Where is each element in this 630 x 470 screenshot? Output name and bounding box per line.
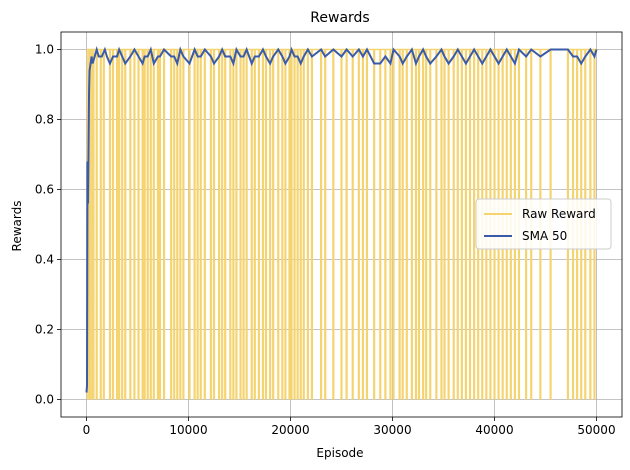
legend: Raw Reward SMA 50 bbox=[475, 198, 612, 250]
x-tick-label: 50000 bbox=[577, 423, 615, 437]
y-tick-label: 0.2 bbox=[35, 323, 54, 337]
x-tick-label: 40000 bbox=[475, 423, 513, 437]
y-axis-label: Rewards bbox=[10, 201, 24, 252]
legend-raw-reward-label: Raw Reward bbox=[522, 207, 596, 221]
x-axis-ticks: 0 10000 20000 30000 40000 50000 bbox=[83, 417, 616, 437]
x-tick-label: 20000 bbox=[271, 423, 309, 437]
y-tick-label: 0.6 bbox=[35, 183, 54, 197]
axes-frame bbox=[60, 31, 623, 418]
y-tick-label: 0.8 bbox=[35, 113, 54, 127]
y-tick-label: 1.0 bbox=[35, 43, 54, 57]
y-tick-label: 0.0 bbox=[35, 393, 54, 407]
sma-50-line bbox=[85, 45, 598, 393]
x-axis-label: Episode bbox=[316, 446, 363, 460]
y-axis-ticks: 0.0 0.2 0.4 0.6 0.8 1.0 bbox=[35, 43, 61, 407]
y-tick-label: 0.4 bbox=[35, 253, 54, 267]
x-tick-label: 10000 bbox=[169, 423, 207, 437]
x-tick-label: 0 bbox=[83, 423, 91, 437]
chart-title: Rewards bbox=[310, 10, 369, 26]
raw-reward-series bbox=[86, 48, 597, 400]
x-tick-label: 30000 bbox=[373, 423, 411, 437]
legend-sma-50-label: SMA 50 bbox=[522, 229, 567, 243]
